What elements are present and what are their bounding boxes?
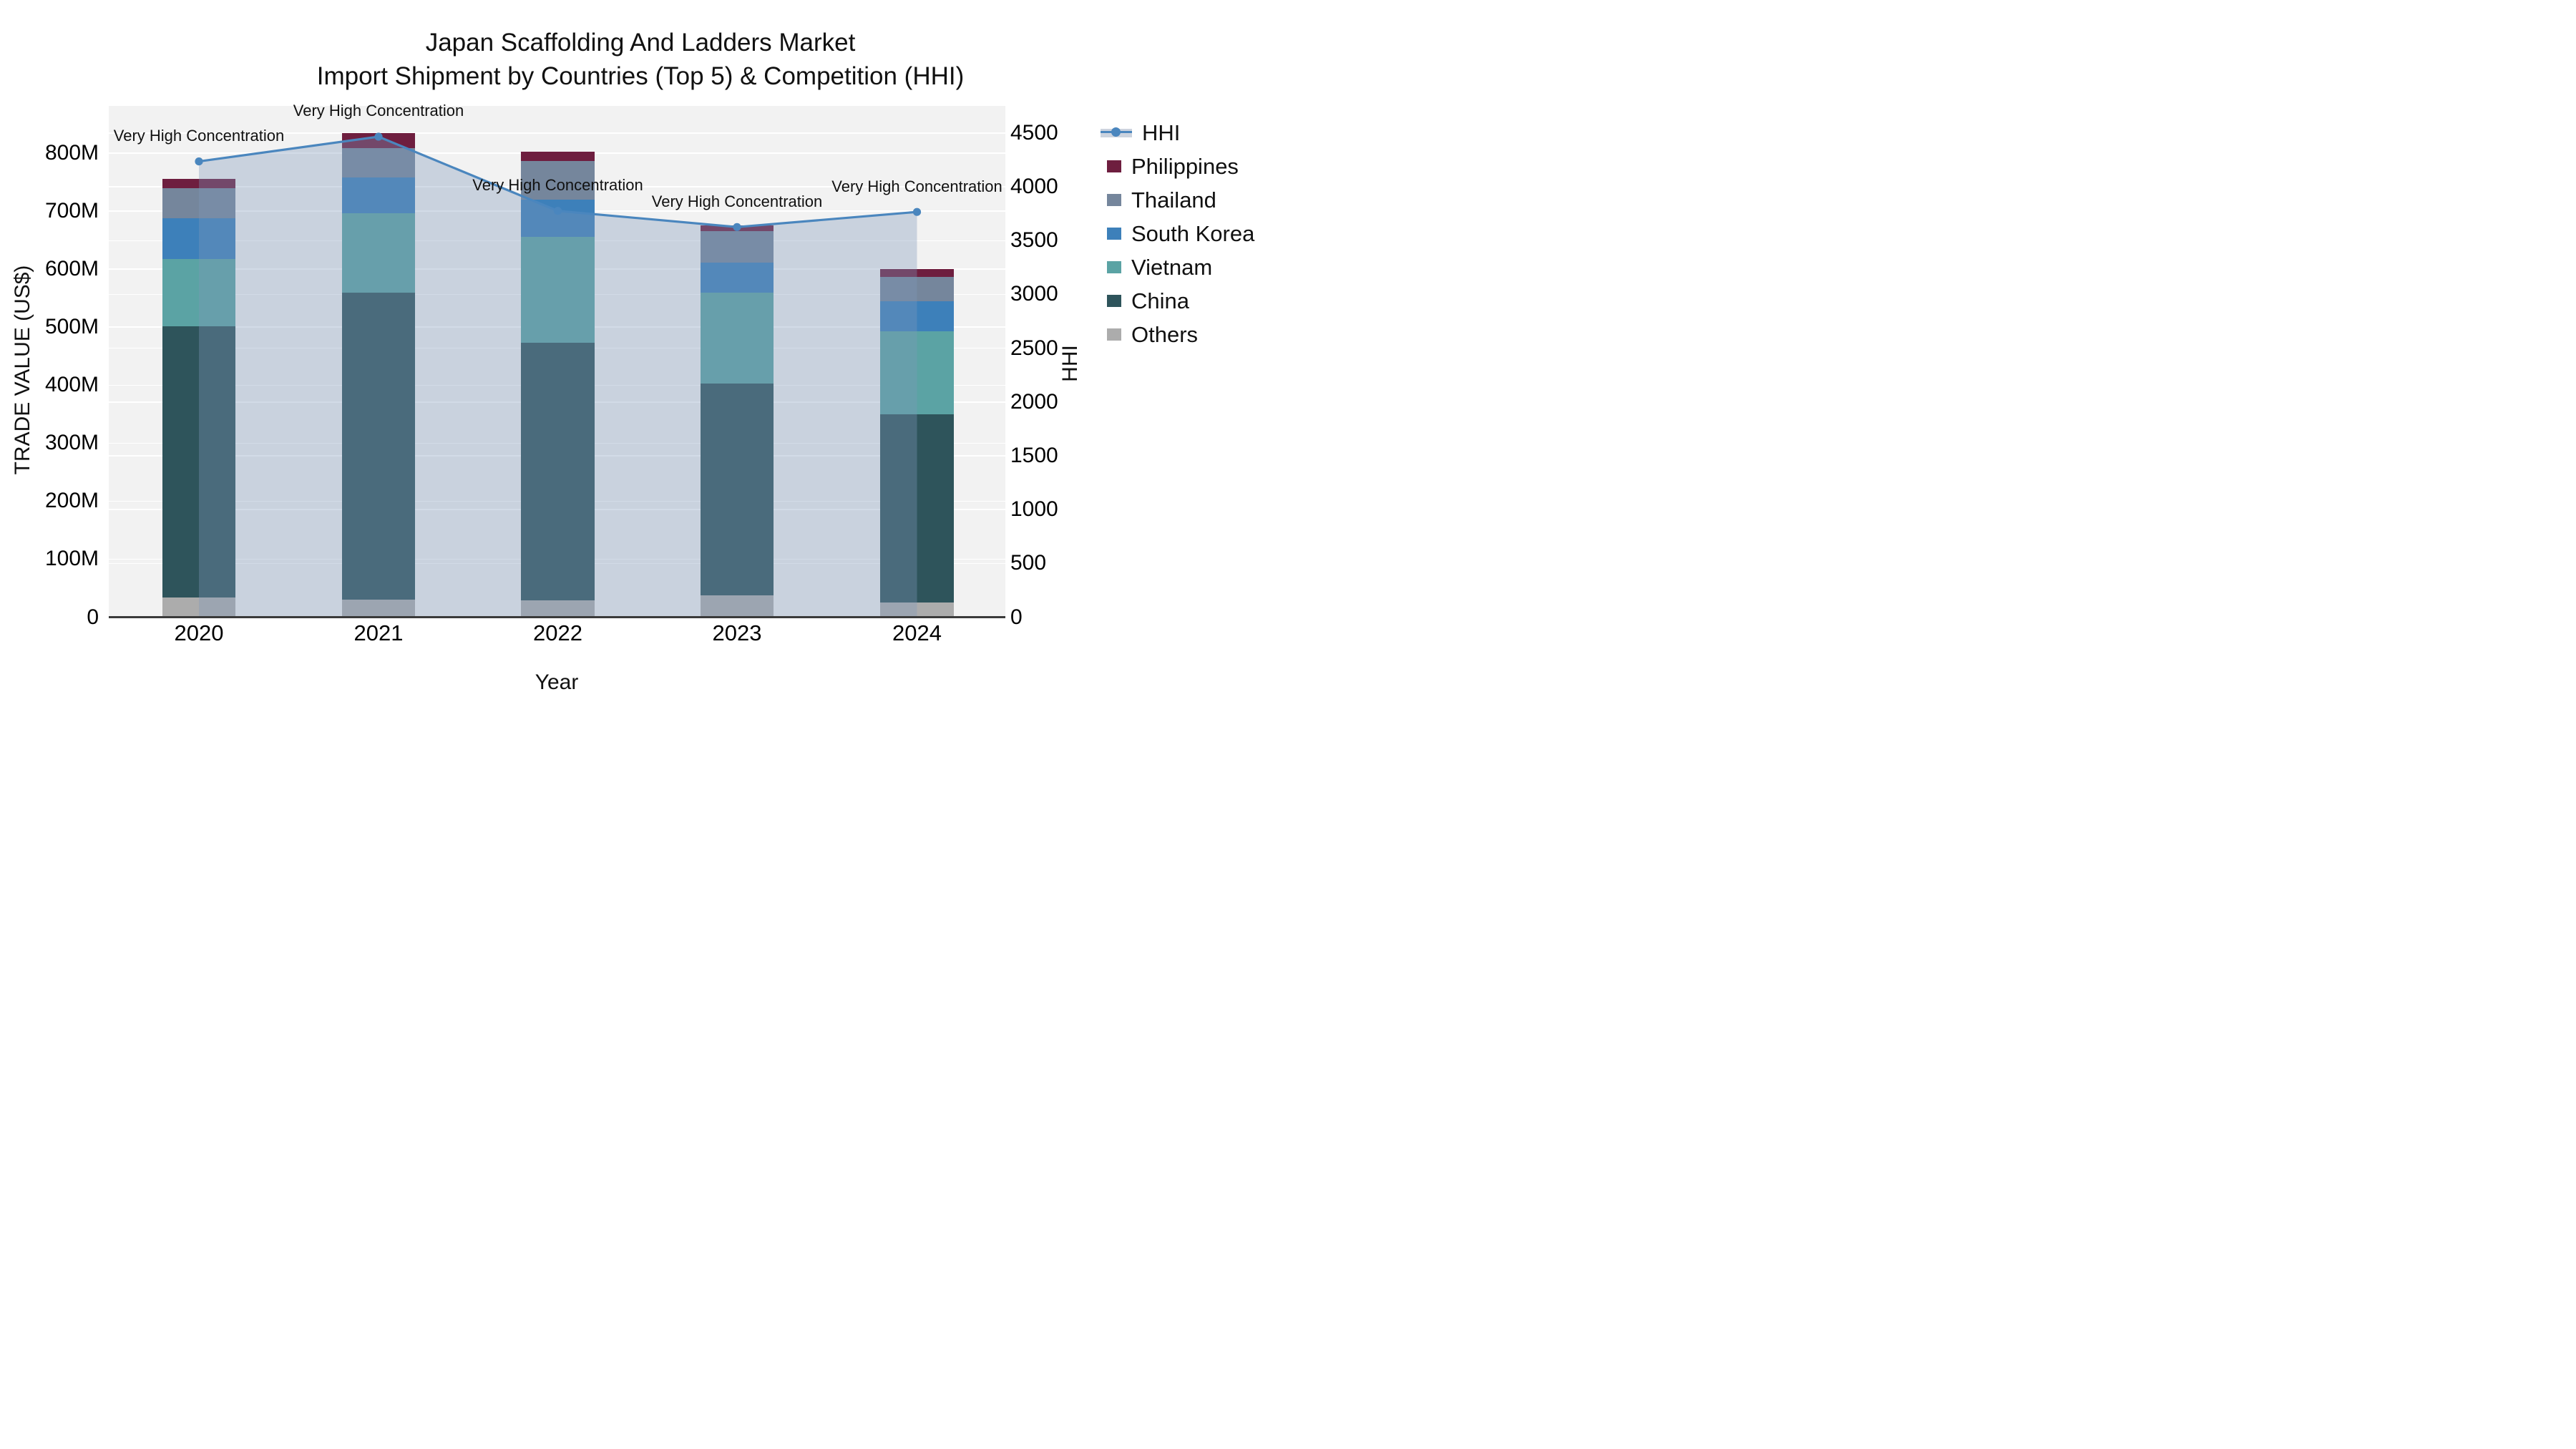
y-left-tick-400M: 400M xyxy=(44,373,99,397)
bar-segment-vietnam-2023 xyxy=(700,293,774,384)
plot-area xyxy=(109,105,1005,618)
hhi-line-layer xyxy=(195,132,922,618)
bar-segment-vietnam-2024 xyxy=(880,331,954,414)
legend-item-philippines: Philippines xyxy=(1101,150,1239,183)
legend-label-hhi: HHI xyxy=(1142,119,1181,145)
legend-label-others: Others xyxy=(1131,321,1199,347)
chart-figure: Japan Scaffolding And Ladders Market Imp… xyxy=(0,0,1288,725)
y-right-tick-500: 500 xyxy=(1010,551,1047,575)
y-right-tick-3500: 3500 xyxy=(1010,228,1058,253)
hhi-marker-2024 xyxy=(912,208,922,216)
y-right-tick-1000: 1000 xyxy=(1010,497,1058,522)
legend-label-vietnam: Vietnam xyxy=(1131,254,1213,280)
legend-label-philippines: Philippines xyxy=(1131,153,1239,179)
bar-segment-south-korea-2020 xyxy=(162,218,236,259)
bar-segment-thailand-2021 xyxy=(341,147,416,178)
legend-swatch-china xyxy=(1107,295,1121,307)
y-left-tick-300M: 300M xyxy=(44,431,99,455)
hhi-marker-2022 xyxy=(553,206,562,215)
y-right-tick-2500: 2500 xyxy=(1010,336,1058,360)
x-tick-2021: 2021 xyxy=(353,620,404,645)
chart-title-line2: Import Shipment by Countries (Top 5) & C… xyxy=(316,62,965,90)
bar-segment-others-2024 xyxy=(880,602,954,618)
bar-segment-thailand-2023 xyxy=(700,231,774,263)
hhi-marker-2020 xyxy=(195,157,203,165)
y-left-tick-800M: 800M xyxy=(44,140,99,165)
x-tick-2020: 2020 xyxy=(174,620,224,645)
y-left-tick-600M: 600M xyxy=(44,257,99,281)
legend-item-others: Others xyxy=(1101,318,1198,351)
bar-segment-south-korea-2024 xyxy=(880,301,954,331)
annotation-2023: Very High Concentration xyxy=(651,192,823,210)
legend-swatch-philippines xyxy=(1107,160,1121,172)
legend-swatch-thailand xyxy=(1107,194,1121,206)
bar-segment-china-2024 xyxy=(880,414,954,603)
legend-swatch-hhi xyxy=(1101,127,1132,139)
legend-item-vietnam: Vietnam xyxy=(1101,250,1212,284)
hhi-marker-2023 xyxy=(733,223,741,231)
bar-segment-china-2020 xyxy=(162,326,236,597)
bar-segment-thailand-2024 xyxy=(880,276,954,301)
legend-item-hhi: HHI xyxy=(1101,116,1180,150)
bar-segment-vietnam-2020 xyxy=(162,258,236,327)
annotation-2022: Very High Concentration xyxy=(472,176,643,195)
legend-item-china: China xyxy=(1101,284,1189,318)
gridline-right-4500 xyxy=(109,132,1005,134)
hhi-marker-2021 xyxy=(374,132,383,141)
chart-title-line1: Japan Scaffolding And Ladders Market xyxy=(425,29,856,57)
annotation-2024: Very High Concentration xyxy=(831,177,1002,195)
bar-segment-vietnam-2021 xyxy=(341,213,416,293)
legend-swatch-others xyxy=(1107,328,1121,341)
bar-segment-china-2023 xyxy=(700,383,774,595)
y-left-tick-700M: 700M xyxy=(44,199,99,223)
legend: HHI Philippines Thailand South Korea Vietnam… xyxy=(1101,116,1288,352)
y-right-tick-2000: 2000 xyxy=(1010,389,1058,414)
y-right-tick-1500: 1500 xyxy=(1010,443,1058,467)
x-axis-line xyxy=(109,616,1005,618)
legend-label-south-korea: South Korea xyxy=(1131,220,1255,246)
legend-swatch-vietnam xyxy=(1107,261,1121,273)
x-tick-2023: 2023 xyxy=(712,620,762,645)
hhi-fill-area xyxy=(199,136,917,618)
y-right-tick-4000: 4000 xyxy=(1010,175,1058,199)
bar-segment-south-korea-2021 xyxy=(341,177,416,214)
y-right-tick-3000: 3000 xyxy=(1010,282,1058,306)
bar-segment-china-2021 xyxy=(341,293,416,600)
legend-label-thailand: Thailand xyxy=(1131,187,1216,213)
bar-segment-south-korea-2022 xyxy=(521,199,595,237)
legend-item-thailand: Thailand xyxy=(1101,183,1216,217)
x-tick-2024: 2024 xyxy=(892,620,942,645)
y-right-tick-0: 0 xyxy=(1010,605,1023,629)
legend-item-south-korea: South Korea xyxy=(1101,217,1254,250)
bar-segment-south-korea-2023 xyxy=(700,263,774,293)
bar-segment-others-2022 xyxy=(521,600,595,618)
bar-segment-china-2022 xyxy=(521,343,595,600)
y-left-tick-200M: 200M xyxy=(44,489,99,513)
bar-segment-others-2021 xyxy=(341,600,416,618)
annotation-2020: Very High Concentration xyxy=(113,127,285,145)
legend-swatch-south-korea xyxy=(1107,228,1121,240)
y-left-tick-0: 0 xyxy=(87,605,99,629)
x-axis-title: Year xyxy=(535,670,579,694)
y-right-tick-4500: 4500 xyxy=(1010,120,1058,145)
bar-segment-philippines-2022 xyxy=(521,151,595,161)
bar-segment-vietnam-2022 xyxy=(521,236,595,343)
bar-segment-thailand-2022 xyxy=(521,160,595,200)
bar-segment-thailand-2020 xyxy=(162,187,236,218)
bar-segment-philippines-2024 xyxy=(880,269,954,277)
legend-hhi-dot xyxy=(1111,127,1121,137)
x-tick-2022: 2022 xyxy=(533,620,582,645)
y-left-tick-500M: 500M xyxy=(44,315,99,339)
bar-segment-philippines-2020 xyxy=(162,178,236,188)
bar-segment-others-2023 xyxy=(700,595,774,618)
annotation-2021: Very High Concentration xyxy=(293,102,464,120)
legend-label-china: China xyxy=(1131,288,1189,313)
y-left-tick-100M: 100M xyxy=(44,547,99,571)
bar-segment-others-2020 xyxy=(162,597,236,618)
